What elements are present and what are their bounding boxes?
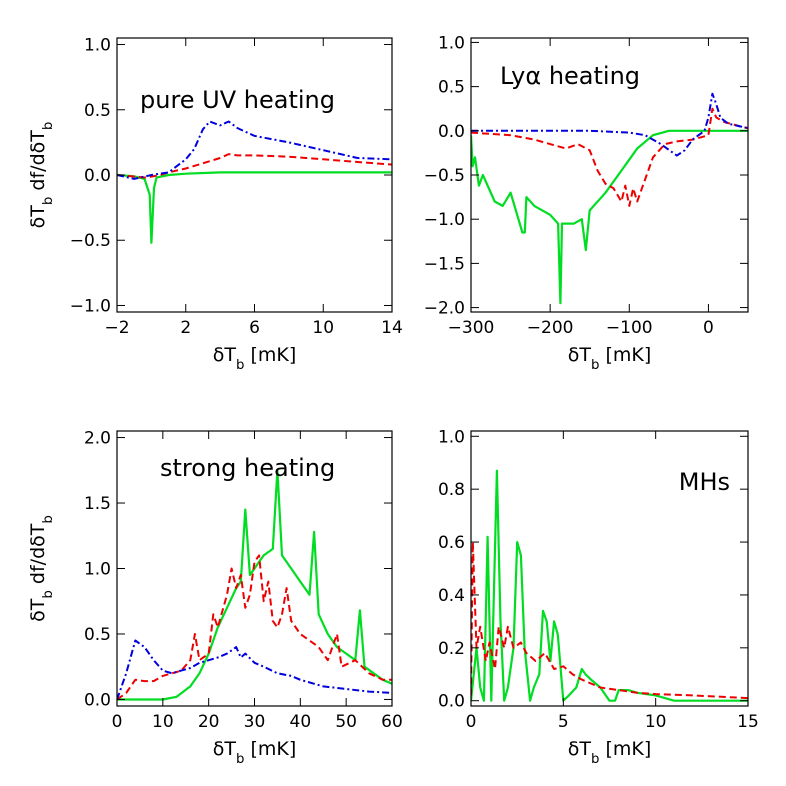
x-tick-label: −2 bbox=[104, 318, 129, 338]
panel-title: MHs bbox=[679, 468, 730, 496]
x-axis-label: δTb [mK] bbox=[213, 344, 297, 373]
x-axis-label: δTb [mK] bbox=[568, 344, 652, 373]
y-tick-label: −2.0 bbox=[424, 299, 465, 319]
x-tick-label: −200 bbox=[527, 318, 574, 338]
y-tick-label: 0.0 bbox=[84, 690, 111, 710]
series-line-solid bbox=[471, 469, 748, 702]
panel-title: Lyα heating bbox=[500, 62, 640, 90]
series-line-dashed bbox=[117, 153, 392, 179]
y-tick-label: 1.0 bbox=[438, 427, 465, 447]
panel-1: −2 2 6 10 14 −1.0 −0.5 0.0 0.5 1.0 pure UV heating… bbox=[27, 36, 403, 373]
x-tick-label: 0 bbox=[112, 712, 123, 732]
panel-title: pure UV heating bbox=[140, 86, 335, 114]
series-line-dashdot bbox=[117, 120, 392, 180]
y-tick-label: 1.5 bbox=[84, 494, 111, 514]
y-axis-label: δTb df/dδTb bbox=[27, 122, 56, 229]
y-tick-label: 0.0 bbox=[84, 166, 111, 186]
x-tick-label: 0 bbox=[703, 318, 714, 338]
y-tick-label: 1.0 bbox=[84, 36, 111, 56]
y-tick-label: 1.0 bbox=[84, 560, 111, 580]
y-tick-label: 0.5 bbox=[438, 78, 465, 98]
x-tick-label: 20 bbox=[198, 712, 220, 732]
x-tick-label: 40 bbox=[290, 712, 312, 732]
y-tick-label: 0.5 bbox=[84, 101, 111, 121]
x-tick-label: 10 bbox=[152, 712, 174, 732]
y-tick-label: 2.0 bbox=[84, 429, 111, 449]
x-tick-label: 10 bbox=[312, 318, 334, 338]
x-tick-label: 2 bbox=[180, 318, 191, 338]
panel-title: strong heating bbox=[160, 454, 335, 482]
x-tick-label: 10 bbox=[645, 712, 667, 732]
x-tick-label: −300 bbox=[448, 318, 495, 338]
x-tick-label: 0 bbox=[466, 712, 477, 732]
panel-3: 0 10 20 30 40 50 60 0.0 0.5 1.0 1.5 2.0 strong heati… bbox=[27, 429, 403, 767]
x-axis-label: δTb [mK] bbox=[213, 738, 297, 767]
y-tick-label: 0.2 bbox=[438, 639, 465, 659]
y-tick-label: −1.0 bbox=[70, 296, 111, 316]
series-line-dashdot bbox=[471, 92, 748, 157]
y-tick-label: 0.4 bbox=[438, 586, 465, 606]
y-tick-label: −1.5 bbox=[424, 254, 465, 274]
plot-frame bbox=[470, 430, 749, 707]
panel-2: −300 −200 −100 0 −2.0 −1.5 −1.0 −0.5 0.0 0.5 1.0 Ly… bbox=[424, 33, 749, 373]
y-tick-label: 0.8 bbox=[438, 480, 465, 500]
x-axis-label: δTb [mK] bbox=[568, 738, 652, 767]
series-line-dashed bbox=[117, 554, 392, 701]
y-tick-label: −1.0 bbox=[424, 210, 465, 230]
y-tick-label: 0.0 bbox=[438, 122, 465, 142]
series-line-solid bbox=[471, 129, 748, 305]
y-tick-label: −0.5 bbox=[424, 166, 465, 186]
y-tick-label: −0.5 bbox=[70, 231, 111, 251]
series-line-solid bbox=[117, 171, 392, 244]
y-tick-label: 0.5 bbox=[84, 625, 111, 645]
series-line-solid bbox=[117, 469, 392, 701]
x-tick-label: 6 bbox=[249, 318, 260, 338]
x-tick-label: 15 bbox=[737, 712, 759, 732]
series-line-dashdot bbox=[117, 639, 392, 700]
y-tick-label: 0.6 bbox=[438, 533, 465, 553]
x-tick-label: 30 bbox=[244, 712, 266, 732]
x-tick-label: −100 bbox=[606, 318, 653, 338]
x-tick-label: 50 bbox=[335, 712, 357, 732]
x-tick-label: 5 bbox=[558, 712, 569, 732]
y-axis-label: δTb df/dδTb bbox=[27, 515, 56, 622]
series-line-dashed bbox=[471, 541, 748, 700]
panel-4: 0 5 10 15 0.0 0.2 0.4 0.6 0.8 1.0 MHs δTb [mK] bbox=[438, 427, 759, 766]
plot-frame bbox=[116, 37, 393, 313]
y-tick-label: 0.0 bbox=[438, 692, 465, 712]
x-tick-label: 14 bbox=[381, 318, 403, 338]
x-tick-label: 60 bbox=[381, 712, 403, 732]
y-tick-label: 1.0 bbox=[438, 33, 465, 53]
